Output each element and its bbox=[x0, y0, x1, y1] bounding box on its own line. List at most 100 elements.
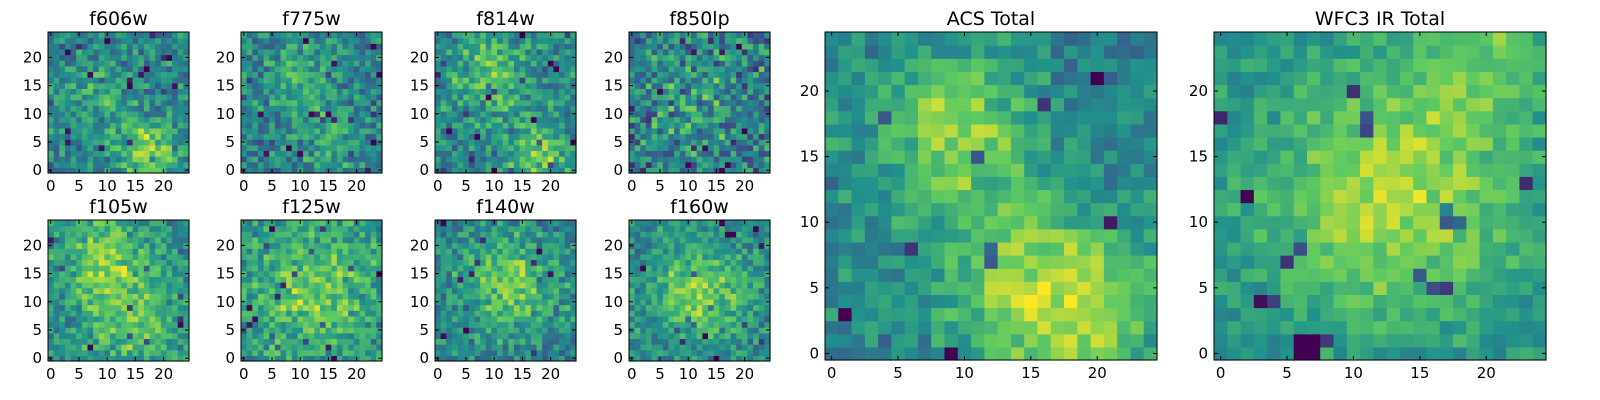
heatmap-cell bbox=[457, 349, 464, 356]
heatmap-cell bbox=[172, 60, 179, 67]
heatmap-cell bbox=[348, 43, 355, 50]
heatmap-cell bbox=[730, 327, 737, 334]
heatmap-cell bbox=[70, 253, 77, 261]
heatmap-cell bbox=[297, 161, 304, 168]
heatmap-cell bbox=[662, 82, 670, 89]
heatmap-cell bbox=[468, 259, 476, 266]
heatmap-cell bbox=[747, 298, 754, 306]
heatmap-cell bbox=[696, 94, 703, 101]
heatmap-cell bbox=[435, 156, 442, 163]
heatmap-cell bbox=[685, 344, 692, 351]
heatmap-cell bbox=[110, 338, 117, 345]
heatmap-cell bbox=[651, 282, 658, 289]
heatmap-cell bbox=[662, 293, 670, 300]
heatmap-cell bbox=[325, 298, 332, 306]
x-tick-label: 15 bbox=[319, 177, 338, 195]
heatmap-cell bbox=[553, 355, 560, 362]
heatmap-cell bbox=[764, 88, 771, 95]
heatmap-cell bbox=[480, 327, 487, 334]
heatmap-cell bbox=[713, 99, 720, 106]
heatmap-cell bbox=[629, 77, 636, 84]
heatmap-cell bbox=[336, 225, 344, 232]
heatmap-cell bbox=[559, 105, 566, 112]
heatmap-cell bbox=[269, 282, 276, 289]
heatmap-cell bbox=[76, 287, 83, 294]
heatmap-cell bbox=[303, 304, 310, 311]
heatmap-cell bbox=[160, 60, 168, 67]
heatmap-cell bbox=[93, 287, 100, 294]
heatmap-cell bbox=[93, 253, 100, 261]
heatmap-cell bbox=[440, 355, 447, 362]
heatmap-cell bbox=[474, 105, 481, 112]
heatmap-cell bbox=[76, 127, 83, 135]
heatmap-cell bbox=[736, 315, 743, 323]
heatmap-cell bbox=[115, 116, 122, 123]
heatmap-cell bbox=[280, 265, 287, 272]
heatmap-cell bbox=[59, 276, 66, 283]
heatmap-cell bbox=[440, 161, 447, 168]
heatmap-cell bbox=[668, 88, 675, 95]
heatmap-cell bbox=[59, 304, 66, 311]
heatmap-cell bbox=[64, 338, 72, 345]
heatmap-cell bbox=[155, 231, 162, 238]
heatmap-cell bbox=[668, 293, 675, 300]
heatmap-cell bbox=[70, 304, 77, 311]
heatmap-cell bbox=[468, 139, 476, 146]
heatmap-cell bbox=[435, 144, 442, 152]
heatmap-cell bbox=[336, 161, 344, 168]
heatmap-cell bbox=[87, 88, 94, 95]
heatmap-cell bbox=[474, 248, 481, 255]
heatmap-cell bbox=[702, 315, 709, 323]
heatmap-cell bbox=[138, 65, 145, 73]
heatmap-cell bbox=[634, 105, 641, 112]
heatmap-cell bbox=[53, 167, 60, 174]
heatmap-cell bbox=[519, 231, 526, 238]
heatmap-cell bbox=[451, 32, 459, 39]
heatmap-cell bbox=[336, 270, 344, 277]
heatmap-cell bbox=[724, 88, 732, 95]
heatmap-cell bbox=[115, 48, 122, 56]
heatmap-cell bbox=[480, 236, 487, 244]
heatmap-cell bbox=[314, 231, 321, 238]
heatmap-cell bbox=[564, 355, 571, 362]
heatmap-cell bbox=[64, 133, 72, 140]
heatmap-cell bbox=[713, 344, 720, 351]
heatmap-cell bbox=[48, 315, 55, 323]
y-tick-label: 5 bbox=[32, 133, 42, 151]
heatmap-cell bbox=[241, 321, 248, 328]
heatmap-cell bbox=[115, 88, 122, 95]
heatmap-cell bbox=[758, 65, 765, 73]
heatmap-cell bbox=[645, 37, 653, 44]
heatmap-cell bbox=[98, 287, 105, 294]
heatmap-cell bbox=[480, 99, 487, 106]
heatmap-cell bbox=[274, 321, 282, 328]
heatmap-cell bbox=[291, 338, 298, 345]
heatmap-cell bbox=[64, 37, 72, 44]
heatmap-cell bbox=[645, 150, 653, 157]
heatmap-cell bbox=[502, 71, 509, 78]
heatmap-cell bbox=[559, 43, 566, 50]
heatmap-cell bbox=[559, 161, 566, 168]
heatmap-cell bbox=[530, 310, 538, 317]
heatmap-cell bbox=[468, 265, 476, 272]
heatmap-cell bbox=[291, 242, 298, 249]
heatmap-cell bbox=[696, 116, 703, 123]
heatmap-cell bbox=[160, 248, 168, 255]
heatmap-cell bbox=[303, 127, 310, 135]
heatmap-cell bbox=[463, 293, 470, 300]
heatmap-cell bbox=[331, 220, 338, 227]
heatmap-cell bbox=[685, 48, 692, 56]
heatmap-cell bbox=[640, 88, 647, 95]
heatmap-cell bbox=[246, 225, 253, 232]
heatmap-cell bbox=[668, 116, 675, 123]
heatmap-cell bbox=[365, 116, 372, 123]
heatmap-cell bbox=[446, 231, 453, 238]
heatmap-cell bbox=[172, 220, 179, 227]
heatmap-cell bbox=[353, 48, 361, 56]
heatmap-cell bbox=[166, 48, 173, 56]
heatmap-cell bbox=[143, 248, 151, 255]
heatmap-cell bbox=[536, 116, 543, 123]
heatmap-cell bbox=[668, 315, 675, 323]
heatmap-cell bbox=[564, 122, 571, 129]
heatmap-cell bbox=[138, 321, 145, 328]
